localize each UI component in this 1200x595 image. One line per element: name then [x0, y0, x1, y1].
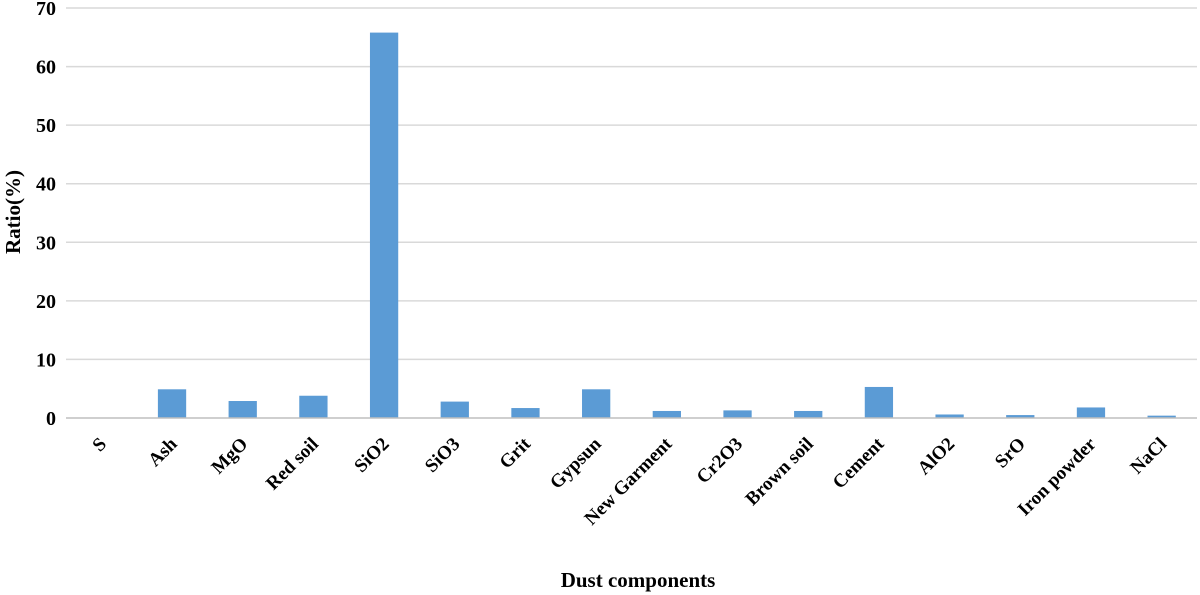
x-tick-label: SiO3 — [421, 434, 464, 477]
x-tick-label: Ash — [144, 433, 182, 471]
bar-grit — [511, 408, 540, 418]
y-tick-labels: 0 10 20 30 40 50 60 70 — [36, 0, 56, 430]
y-tick-label: 60 — [36, 57, 56, 79]
x-tick-label: Brown soil — [742, 434, 818, 510]
bar-nacl — [1147, 415, 1176, 418]
y-tick-label: 0 — [46, 408, 56, 430]
bar-cr2o3 — [723, 410, 752, 418]
y-tick-label: 70 — [36, 0, 56, 20]
y-tick-label: 40 — [36, 174, 56, 196]
x-tick-label: Gypsun — [546, 433, 606, 493]
bar-mgo — [228, 401, 257, 418]
x-tick-label: SiO2 — [350, 434, 393, 477]
bar-alo2 — [935, 414, 964, 418]
x-tick-label: Cement — [829, 433, 889, 493]
x-axis-title: Dust components — [561, 568, 716, 592]
bar-sro — [1006, 415, 1035, 418]
bar-red-soil — [299, 395, 328, 418]
bar-new-garment — [652, 410, 681, 418]
bars — [157, 32, 1176, 418]
y-tick-label: 20 — [36, 291, 56, 313]
y-tick-label: 50 — [36, 115, 56, 137]
bar-gypsun — [582, 389, 611, 418]
bar-iron-powder — [1076, 407, 1106, 418]
y-axis-title: Ratio(%) — [1, 170, 25, 254]
x-tick-label: MgO — [208, 434, 253, 479]
bar-cement — [864, 386, 894, 418]
x-tick-label: NaCl — [1126, 434, 1171, 479]
x-tick-label: Red soil — [262, 434, 323, 495]
y-tick-label: 10 — [36, 349, 56, 371]
x-tick-label: Grit — [496, 433, 536, 473]
bar-sio2 — [369, 32, 399, 418]
bar-ash — [157, 389, 187, 418]
gridlines — [66, 7, 1197, 361]
y-tick-label: 30 — [36, 232, 56, 254]
bar-brown-soil — [794, 410, 823, 418]
x-tick-label: S — [89, 434, 111, 456]
x-tick-label: AlO2 — [914, 434, 959, 479]
x-tick-label: SrO — [991, 434, 1030, 473]
x-tick-label: Cr2O3 — [693, 434, 747, 488]
bar-sio3 — [440, 401, 469, 418]
